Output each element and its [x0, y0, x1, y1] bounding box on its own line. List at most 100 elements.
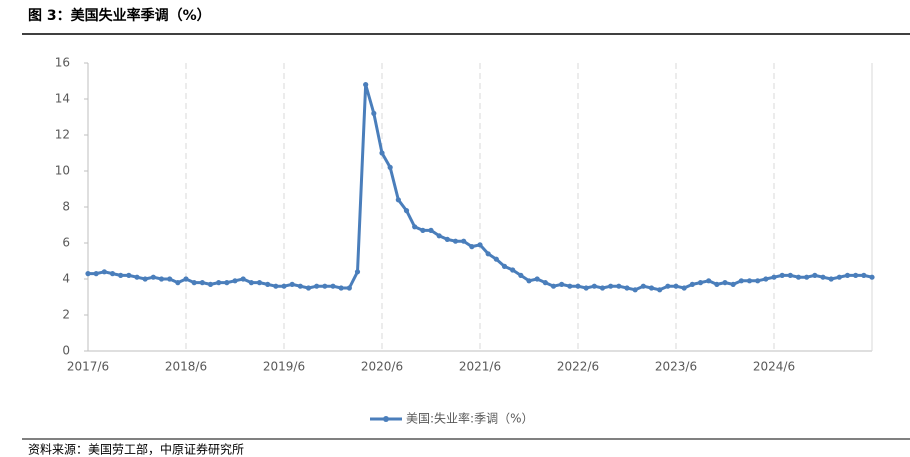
point [93, 271, 99, 277]
source: 资料来源：美国劳工部，中原证券研究所 [28, 442, 244, 457]
point [232, 278, 238, 284]
point [354, 269, 361, 275]
point [526, 278, 532, 284]
point [216, 280, 222, 286]
point [436, 233, 442, 239]
point [763, 276, 769, 282]
point [836, 274, 842, 280]
point [738, 278, 744, 284]
point [616, 283, 622, 289]
y-tick-label: 16 [55, 56, 70, 70]
point [534, 276, 540, 282]
point [395, 197, 401, 203]
point [248, 280, 254, 286]
point [665, 283, 671, 289]
point [363, 82, 369, 88]
point [599, 285, 606, 291]
legend-label: 美国:失业率:季调（%） [406, 411, 534, 426]
x-tick-label: 2021/6 [459, 360, 501, 374]
x-tick-label: 2024/6 [753, 360, 795, 374]
point [118, 272, 124, 278]
point [289, 281, 295, 287]
point [542, 280, 548, 286]
point [787, 272, 793, 278]
point [779, 272, 785, 278]
x-tick-label: 2022/6 [557, 360, 599, 374]
point [191, 280, 197, 286]
point [273, 283, 279, 289]
point [297, 283, 303, 289]
point [134, 274, 140, 280]
point [493, 256, 499, 262]
point [265, 281, 271, 287]
point [150, 274, 156, 280]
point [346, 285, 352, 291]
point [591, 283, 597, 289]
point [632, 287, 638, 293]
y-tick-label: 4 [62, 272, 70, 286]
point [608, 283, 614, 289]
point [207, 281, 214, 287]
y-tick-label: 14 [55, 92, 70, 106]
point [461, 238, 467, 244]
point [681, 285, 687, 291]
point [624, 285, 630, 291]
x-tick-label: 2018/6 [165, 360, 207, 374]
point [199, 280, 205, 286]
point [730, 281, 736, 287]
point [403, 208, 410, 214]
point [420, 227, 426, 233]
point [256, 280, 263, 286]
point [510, 267, 516, 273]
x-tick-label: 2020/6 [361, 360, 403, 374]
point [795, 274, 802, 280]
point [853, 272, 859, 278]
point [706, 278, 712, 284]
point [338, 285, 344, 291]
point [85, 271, 91, 277]
point [657, 287, 663, 293]
point [175, 280, 181, 286]
point [412, 224, 418, 230]
point [142, 276, 148, 282]
point [722, 280, 728, 286]
point [305, 285, 312, 291]
point [240, 276, 246, 282]
x-tick-label: 2023/6 [655, 360, 697, 374]
y-tick-label: 10 [55, 164, 70, 178]
point [567, 283, 573, 289]
point [183, 276, 189, 282]
y-tick-label: 2 [62, 308, 70, 322]
x-tick-label: 2019/6 [263, 360, 305, 374]
point [812, 272, 818, 278]
point [387, 164, 393, 170]
point [452, 238, 459, 244]
point [673, 283, 679, 289]
y-tick-label: 0 [62, 344, 70, 358]
point [167, 276, 173, 282]
point [820, 274, 826, 280]
point [379, 150, 385, 156]
point [755, 278, 761, 284]
y-tick-label: 6 [62, 236, 70, 250]
point [583, 285, 589, 291]
point [101, 269, 107, 275]
point [575, 283, 581, 289]
point [828, 276, 834, 282]
point [158, 276, 165, 282]
point [469, 244, 475, 250]
point [746, 278, 753, 284]
point [640, 283, 646, 289]
y-tick-label: 8 [62, 200, 70, 214]
point [869, 274, 875, 280]
point [109, 271, 116, 277]
point [714, 281, 720, 287]
point [330, 283, 336, 289]
x-tick-label: 2017/6 [67, 360, 109, 374]
point [550, 283, 557, 289]
chart-title: 图 3：美国失业率季调（%） [28, 7, 211, 24]
point [648, 285, 655, 291]
point [861, 272, 867, 278]
point [428, 227, 434, 233]
